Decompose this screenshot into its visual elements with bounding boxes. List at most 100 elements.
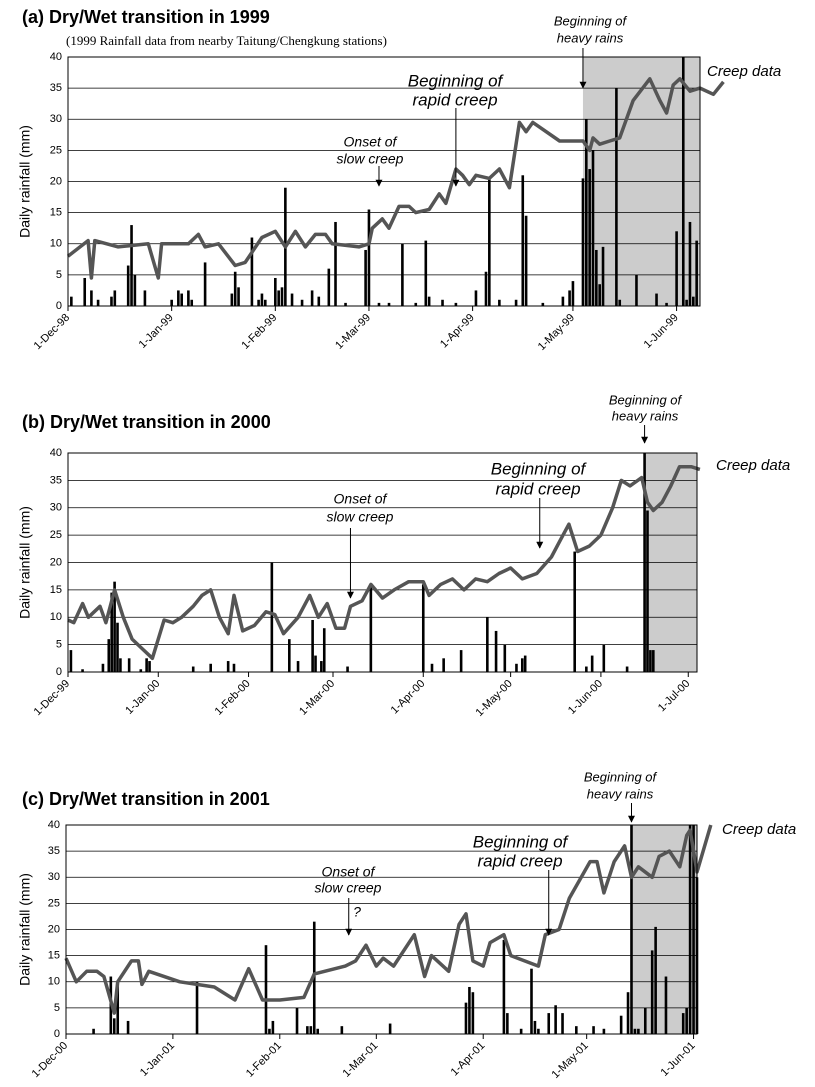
rainfall-bar — [633, 1028, 637, 1034]
rainfall-bar — [615, 88, 618, 306]
annotation-text: Onset of — [334, 491, 389, 507]
rainfall-bar — [317, 296, 321, 306]
rainfall-bar — [226, 661, 230, 672]
rainfall-bar — [537, 1028, 540, 1034]
y-tick-label: 0 — [56, 666, 62, 678]
rainfall-bar — [591, 150, 595, 306]
rainfall-bar — [268, 1028, 271, 1034]
rainfall-bar — [369, 584, 373, 672]
y-axis-label: Daily rainfall (mm) — [17, 873, 33, 986]
annotation-text: Beginning of — [491, 459, 588, 478]
rainfall-bar — [364, 249, 367, 306]
y-tick-label: 15 — [50, 207, 62, 219]
rainfall-bar — [598, 284, 601, 306]
rainfall-bar — [688, 221, 692, 306]
creep-label: Creep data — [716, 457, 790, 474]
x-tick-label: 1-May-01 — [549, 1040, 590, 1081]
annotation-text: ? — [353, 904, 361, 920]
rainfall-bar — [306, 1026, 309, 1034]
x-tick-label: 1-Feb-01 — [244, 1040, 284, 1080]
x-tick-label: 1-Apr-00 — [389, 678, 428, 717]
panel: (c) Dry/Wet transition in 2001 Daily rain… — [17, 769, 797, 1081]
y-tick-label: 10 — [48, 976, 60, 988]
rainfall-bar — [424, 240, 428, 306]
annotation-text: Beginning of — [554, 13, 628, 28]
rainfall-bar — [581, 178, 585, 306]
rainfall-bar — [233, 271, 237, 306]
rainfall-bar — [675, 231, 678, 306]
rainfall-bar — [340, 1026, 344, 1034]
rainfall-bar — [519, 1028, 523, 1034]
x-tick-label: 1-May-00 — [473, 678, 514, 719]
rainfall-bar — [288, 639, 291, 672]
rainfall-bar — [300, 299, 304, 306]
rainfall-bar — [521, 175, 525, 306]
x-tick-label: 1-Jan-01 — [138, 1040, 177, 1079]
y-tick-label: 5 — [56, 639, 62, 651]
x-tick-label: 1-Jul-00 — [656, 678, 693, 715]
rainfall-bar — [573, 551, 576, 672]
rainfall-bar — [643, 1007, 647, 1034]
rainfall-bar — [494, 630, 498, 672]
x-tick-label: 1-Mar-00 — [297, 678, 337, 718]
rainfall-bar — [237, 287, 240, 306]
creep-line — [64, 824, 713, 1015]
rainfall-bar — [314, 655, 317, 672]
rainfall-bar — [685, 1007, 688, 1034]
rainfall-bar — [506, 1013, 509, 1034]
x-tick-label: 1-Apr-99 — [438, 312, 477, 351]
annotation-text: Beginning of — [584, 769, 658, 784]
rainfall-bar — [195, 981, 199, 1034]
rainfall-bar — [681, 1013, 685, 1034]
rainfall-bar — [652, 650, 655, 672]
rainfall-bar — [119, 658, 122, 672]
panel-title: (c) Dry/Wet transition in 2001 — [22, 789, 270, 809]
rainfall-bar — [692, 296, 695, 306]
rainfall-bar — [533, 1020, 537, 1034]
annotation-text: slow creep — [337, 151, 404, 167]
rainfall-bar — [264, 945, 268, 1034]
annotation-text: slow creep — [327, 509, 394, 525]
rainfall-bar — [637, 1028, 640, 1034]
rainfall-bar — [625, 666, 629, 672]
x-tick-label: 1-Jun-00 — [566, 678, 605, 717]
rainfall-bar — [113, 290, 117, 306]
annotation-text: heavy rains — [557, 30, 624, 45]
creep-line — [66, 77, 725, 280]
rainfall-bar — [626, 992, 630, 1034]
panel-title: (a) Dry/Wet transition in 1999 — [22, 7, 270, 27]
rainfall-bar — [101, 663, 105, 672]
rainfall-bar — [514, 299, 518, 306]
rainfall-bar — [280, 287, 284, 306]
x-tick-label: 1-Jun-01 — [659, 1040, 698, 1079]
rainfall-bar — [316, 1028, 320, 1034]
rainfall-bar — [503, 644, 507, 672]
rainfall-bar — [561, 1013, 564, 1034]
x-tick-label: 1-Mar-01 — [340, 1040, 380, 1080]
rainfall-bar — [464, 1002, 468, 1034]
rainfall-bar — [441, 299, 444, 306]
rainfall-bar — [695, 240, 698, 306]
rainfall-bar — [110, 296, 113, 306]
x-tick-label: 1-Jan-99 — [137, 312, 176, 351]
rainfall-bar — [310, 290, 314, 306]
panel-title: (b) Dry/Wet transition in 2000 — [22, 412, 271, 432]
rainfall-bar — [296, 661, 300, 672]
rainfall-bar — [271, 1020, 275, 1034]
annotation-text: rapid creep — [495, 479, 580, 498]
rainfall-bar — [484, 271, 488, 306]
rainfall-bar — [133, 274, 137, 306]
rainfall-bar — [116, 622, 119, 672]
rainfall-bar — [602, 644, 606, 672]
y-tick-label: 35 — [50, 82, 62, 94]
rainfall-bar — [568, 290, 571, 306]
rainfall-bar — [177, 290, 180, 306]
rainfall-bar — [327, 268, 331, 306]
rainfall-bar — [112, 1018, 116, 1034]
rainfall-bar — [388, 1023, 392, 1034]
rainfall-bar — [588, 169, 591, 306]
rainfall-bar — [230, 293, 234, 306]
rainfall-bar — [585, 119, 588, 306]
y-tick-label: 15 — [48, 950, 60, 962]
plot-frame — [67, 452, 698, 673]
